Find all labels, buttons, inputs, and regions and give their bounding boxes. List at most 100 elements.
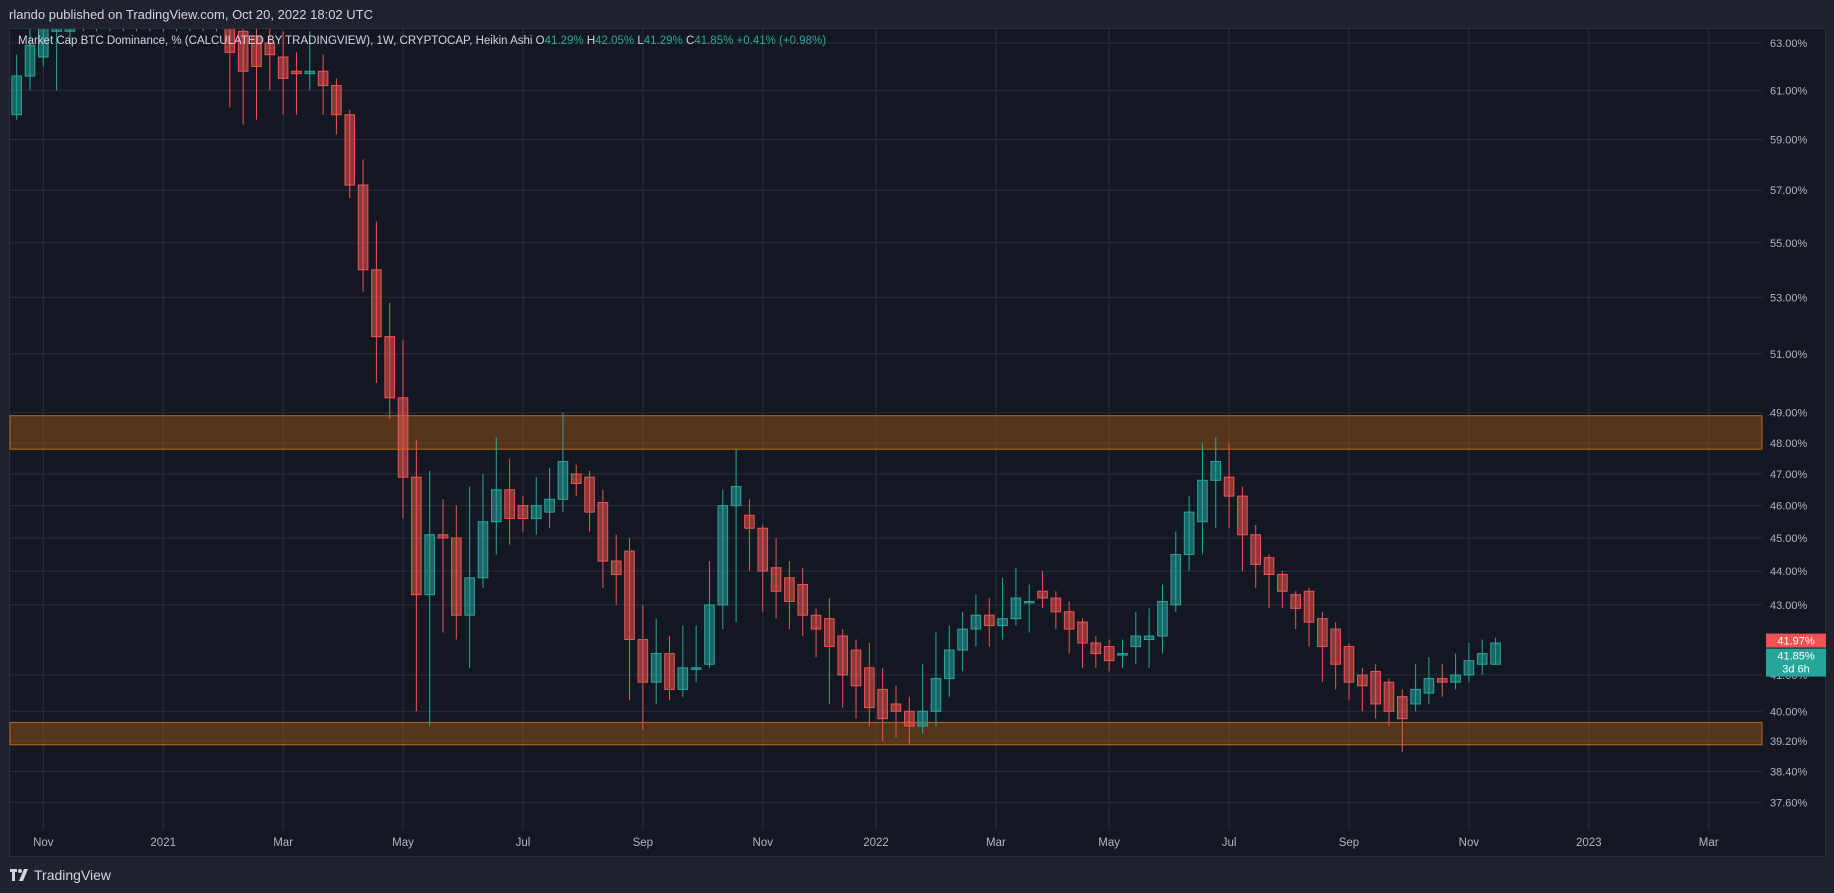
x-tick-label: May xyxy=(392,837,414,849)
candle xyxy=(784,561,795,630)
x-tick-label: 2022 xyxy=(863,837,889,849)
candle xyxy=(357,159,369,292)
candle xyxy=(717,489,729,630)
candle-body xyxy=(357,184,369,271)
candle-body xyxy=(1237,495,1248,536)
x-tick-label: Nov xyxy=(1459,837,1480,849)
price-label-value: 41.85% xyxy=(1777,651,1815,663)
candle-body xyxy=(824,618,835,648)
candle xyxy=(51,29,62,91)
candle xyxy=(1143,608,1155,668)
x-tick-label: Sep xyxy=(1339,837,1359,849)
candle-body xyxy=(557,461,569,500)
candle-body xyxy=(331,85,342,116)
y-tick-label: 38.40% xyxy=(1770,766,1808,778)
candle xyxy=(1077,618,1088,668)
x-tick-label: Mar xyxy=(273,837,293,849)
x-tick-label: May xyxy=(1098,837,1120,849)
candle xyxy=(136,29,138,32)
candle-body xyxy=(1197,479,1208,523)
candle-body xyxy=(371,269,382,338)
candle xyxy=(82,29,84,32)
candle xyxy=(730,449,742,623)
candle-body xyxy=(1263,557,1275,575)
candle-body xyxy=(1330,628,1341,665)
candle xyxy=(198,8,208,32)
y-tick-label: 37.60% xyxy=(1770,797,1808,809)
candle xyxy=(1250,524,1262,588)
x-tick-label: Nov xyxy=(753,837,774,849)
candle-body xyxy=(1490,642,1501,665)
candle-body xyxy=(185,8,195,19)
candle xyxy=(1370,664,1381,719)
tradingview-brand-label: TradingView xyxy=(34,867,112,883)
candle xyxy=(757,524,769,612)
candle-body xyxy=(1063,611,1075,630)
publish-bar: rlando published on TradingView.com, Oct… xyxy=(0,0,1834,28)
candle xyxy=(109,29,111,32)
candle-body xyxy=(464,577,475,616)
candle xyxy=(1383,678,1395,727)
candle-body xyxy=(690,667,702,670)
candle-body xyxy=(158,8,168,19)
candle-body xyxy=(491,489,502,523)
candle xyxy=(371,221,382,383)
candle-body xyxy=(904,710,915,727)
candle-body xyxy=(637,639,649,683)
candle-body xyxy=(850,649,862,687)
price-label-countdown: 3d 6h xyxy=(1782,664,1810,676)
candle xyxy=(650,618,662,704)
candle-body xyxy=(1343,646,1355,683)
candle-body xyxy=(970,614,982,630)
candle xyxy=(437,499,449,633)
candle xyxy=(824,598,835,704)
y-tick-label: 43.00% xyxy=(1770,600,1808,612)
legend-change: +0.41% (+0.98%) xyxy=(736,35,827,47)
candle xyxy=(1436,664,1448,697)
y-tick-label: 39.20% xyxy=(1770,736,1808,748)
candle-body xyxy=(1010,597,1022,620)
candle-body xyxy=(890,703,902,712)
candle xyxy=(624,538,635,701)
candle-body xyxy=(38,29,49,58)
candle-body xyxy=(198,8,208,19)
candle xyxy=(491,436,502,555)
legend-close-value: 41.85% xyxy=(694,35,734,47)
candle xyxy=(797,567,809,637)
candle-body xyxy=(624,550,635,641)
candle-body xyxy=(1143,635,1155,641)
candle-body xyxy=(1370,670,1381,705)
candle xyxy=(38,29,49,67)
candle xyxy=(237,29,249,125)
candle xyxy=(251,29,262,120)
candle-body xyxy=(1410,688,1421,705)
candle-body xyxy=(943,649,955,680)
tradingview-brand[interactable]: TradingView xyxy=(10,867,111,883)
legend-low-value: 41.29% xyxy=(643,35,683,47)
candle xyxy=(1463,643,1475,683)
candle-body xyxy=(64,29,76,32)
candle-body xyxy=(837,635,848,676)
candle xyxy=(530,477,542,535)
candle xyxy=(397,339,409,519)
candle xyxy=(1037,571,1048,609)
candles-group xyxy=(11,8,1501,753)
candle-body xyxy=(770,567,782,592)
candle xyxy=(1330,622,1341,690)
candle xyxy=(557,412,569,513)
candle xyxy=(904,696,915,745)
candle xyxy=(291,52,302,115)
candle xyxy=(185,8,195,32)
candle xyxy=(1263,554,1275,609)
candle xyxy=(877,667,888,742)
candle-body xyxy=(864,667,875,709)
candle xyxy=(224,29,236,108)
candle xyxy=(704,561,715,668)
candle xyxy=(411,439,422,712)
candle-body xyxy=(597,501,609,562)
candle-body xyxy=(411,476,422,596)
candle-body xyxy=(784,577,795,602)
footer-bar xyxy=(0,857,1834,893)
candle-body xyxy=(1423,678,1435,694)
